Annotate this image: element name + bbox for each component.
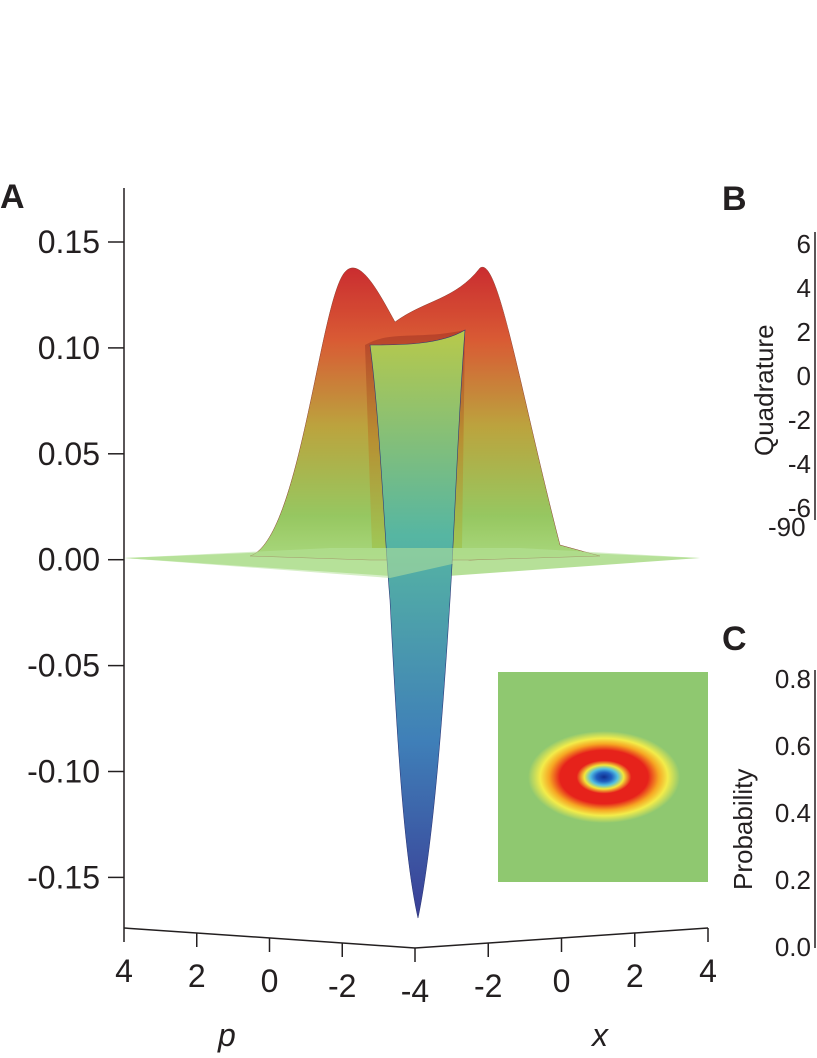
p-tick-label: -4 [401, 973, 429, 1009]
panel-c-ytick-label: 0.8 [775, 664, 811, 694]
inset-ring [528, 731, 680, 823]
p-tick-label: 4 [115, 953, 133, 989]
panel-b-ytick-label: 0 [797, 361, 811, 391]
panel-b-yticks: 6 4 2 0 -2 -4 -6 [788, 229, 811, 523]
panel-c-yticks: 0.8 0.6 0.4 0.2 0.0 [775, 664, 811, 962]
p-tick-label: -2 [328, 968, 356, 1004]
baseline-front [124, 548, 700, 578]
p-tick-label: 0 [261, 963, 279, 999]
z-tick-label: 0.00 [38, 542, 100, 578]
z-tick-label: -0.15 [27, 859, 100, 895]
panel-b-ylabel: Quadrature [749, 324, 779, 456]
z-tick-label: 0.05 [38, 436, 100, 472]
p-axis-ticks: 4 2 0 -2 -4 [115, 928, 429, 1009]
panel-a-letter: A [0, 178, 25, 216]
z-tick-label: 0.10 [38, 330, 100, 366]
panel-b-xtick: -90 [768, 512, 806, 542]
panel-b-letter: B [722, 180, 747, 218]
p-tick-label: 2 [188, 958, 206, 994]
panel-b-ytick-label: -6 [788, 493, 811, 523]
panel-c-letter: C [722, 620, 747, 658]
x-tick-label: 4 [699, 953, 717, 989]
z-tick-label: -0.10 [27, 754, 100, 790]
z-tick-label: 0.15 [38, 224, 100, 260]
panel-b-ytick-label: 4 [797, 273, 811, 303]
x-axis-label: x [590, 1017, 609, 1053]
panel-c-ytick-label: 0.2 [775, 865, 811, 895]
panel-c-ytick-label: 0.4 [775, 798, 811, 828]
surface-negative-dip [369, 329, 466, 919]
x-tick-label: -2 [474, 968, 502, 1004]
z-axis-ticks: 0.15 0.10 0.05 0.00 -0.05 -0.10 -0.15 [27, 224, 124, 895]
panel-c-ytick-label: 0.0 [775, 932, 811, 962]
p-axis-label: p [217, 1017, 236, 1053]
panel-b-ytick-label: -2 [788, 405, 811, 435]
panel-c-ylabel: Probability [728, 769, 758, 890]
inset-heatmap [498, 672, 708, 882]
x-axis-ticks: -2 0 2 4 [474, 928, 717, 1004]
panel-c-ytick-label: 0.6 [775, 731, 811, 761]
x-tick-label: 0 [553, 963, 571, 999]
panel-b-ytick-label: -4 [788, 449, 811, 479]
z-tick-label: -0.05 [27, 648, 100, 684]
panel-b-ytick-label: 6 [797, 229, 811, 259]
panel-b-ytick-label: 2 [797, 317, 811, 347]
x-tick-label: 2 [626, 958, 644, 994]
